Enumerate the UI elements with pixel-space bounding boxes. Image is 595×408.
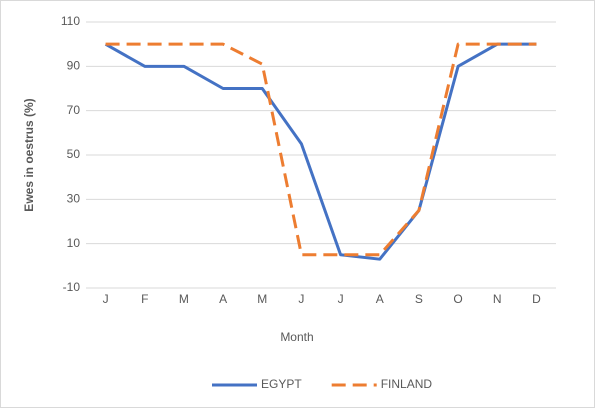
x-tick-label: O: [453, 292, 462, 306]
series-line: [105, 42, 537, 257]
y-tick-label: 70: [67, 103, 81, 117]
x-tick-label: J: [298, 292, 304, 306]
x-tick-label: A: [376, 292, 384, 306]
x-tick-label: M: [257, 292, 267, 306]
legend-label: EGYPT: [261, 377, 302, 391]
series-line: [104, 42, 537, 261]
y-tick-label: 50: [67, 147, 81, 161]
y-tick-label: 90: [67, 59, 81, 73]
y-tick-label: -10: [63, 280, 81, 294]
x-tick-label: A: [219, 292, 227, 306]
legend-label: FINLAND: [381, 377, 433, 391]
y-tick-label: 30: [67, 192, 81, 206]
x-tick-label: N: [493, 292, 502, 306]
y-tick-label: 110: [61, 14, 80, 28]
x-tick-label: M: [179, 292, 189, 306]
x-axis-label: Month: [280, 330, 313, 344]
y-axis-label: Ewes in oestrus (%): [22, 98, 36, 211]
x-tick-label: S: [415, 292, 423, 306]
x-tick-label: J: [103, 292, 109, 306]
y-tick-label: 10: [67, 236, 81, 250]
x-tick-label: J: [338, 292, 344, 306]
x-tick-label: F: [141, 292, 148, 306]
x-tick-label: D: [532, 292, 541, 306]
